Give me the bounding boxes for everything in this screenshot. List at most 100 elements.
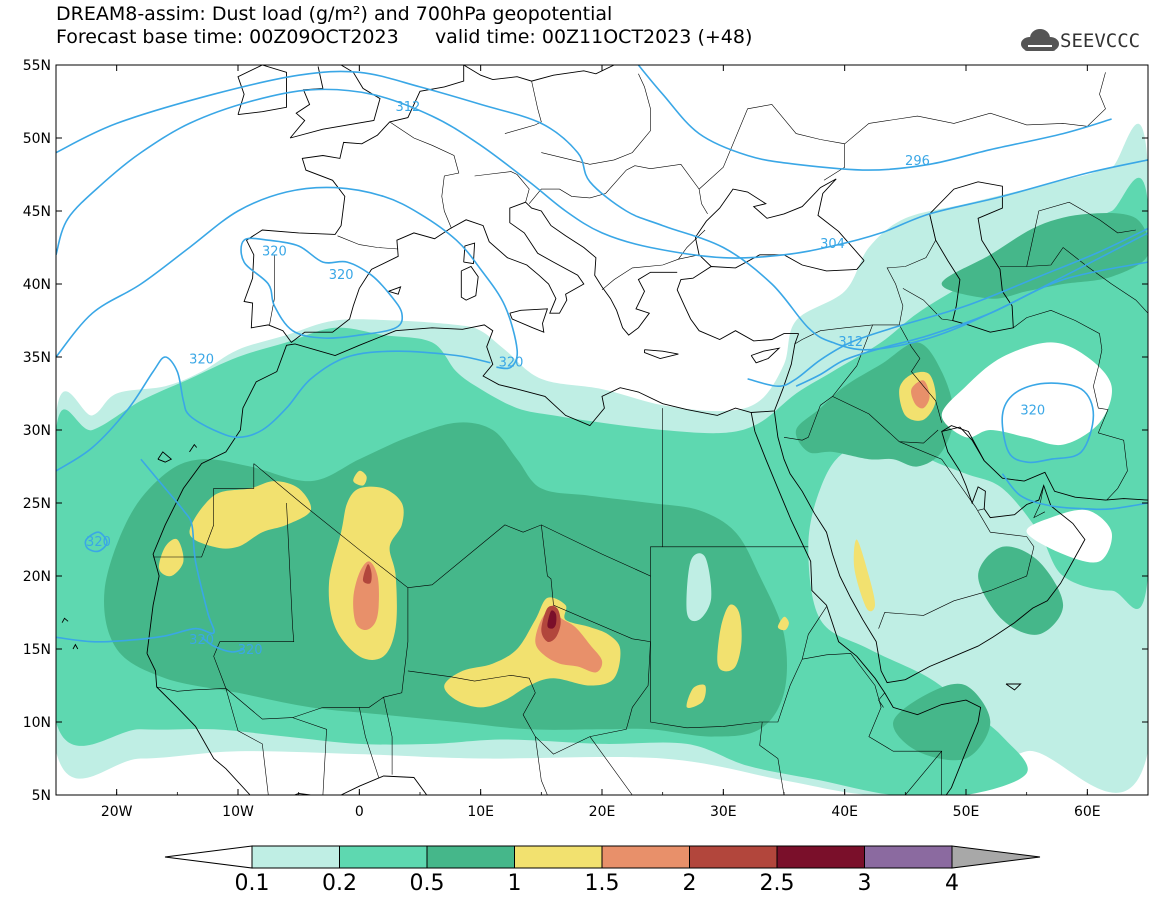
border-segment	[601, 254, 700, 291]
border-segment	[292, 717, 327, 795]
coastline-segment	[243, 65, 585, 344]
border-segment	[783, 324, 873, 441]
dust-free-region	[1026, 509, 1112, 563]
coastline-segment	[146, 653, 428, 795]
coastline-segment	[694, 178, 865, 267]
border-segment	[383, 697, 393, 775]
border-segment	[794, 213, 937, 345]
contour-value: 320	[189, 633, 214, 648]
dust-contour-region	[189, 481, 312, 549]
lon-tick-label: 30E	[710, 804, 737, 820]
contour-label: 312	[838, 335, 863, 350]
geopotential-contours	[56, 65, 1148, 653]
contour-value: 320	[499, 355, 524, 370]
lat-tick-label: 10N	[23, 715, 51, 731]
border-segment	[844, 72, 1106, 145]
colorbar-segment	[776, 845, 865, 869]
coastline-segment	[61, 617, 69, 623]
contour-value: 296	[905, 154, 930, 169]
dust-contour-region	[777, 616, 789, 631]
colorbar-tick-label: 1	[507, 871, 522, 896]
border-segment	[678, 229, 706, 260]
colorbar-segment	[864, 845, 953, 869]
lon-tick-label: 40E	[831, 804, 858, 820]
contour-label: 320	[86, 535, 111, 550]
lat-tick-label: 25N	[23, 496, 51, 512]
dust-2.5-area	[547, 610, 557, 629]
forecast-times: Forecast base time: 00Z09OCT2023 valid t…	[56, 27, 752, 48]
dust-free-region	[941, 342, 1112, 446]
coastline-segment	[72, 643, 79, 650]
coastline-segment	[941, 426, 985, 461]
border-segment	[899, 324, 942, 423]
geopotential-isoline	[56, 350, 491, 472]
contour-label: 320	[329, 268, 354, 283]
coastline-segment	[509, 308, 549, 333]
lat-tick-label: 30N	[23, 423, 51, 439]
lat-tick-label: 45N	[23, 204, 51, 220]
border-segment	[759, 721, 785, 795]
border-segment	[153, 463, 255, 558]
border-segment	[902, 288, 953, 321]
lat-tick-label: 20N	[23, 569, 51, 585]
border-segment	[802, 653, 942, 795]
coastline-segment	[189, 443, 198, 453]
contour-label: 312	[395, 100, 420, 115]
contour-value: 320	[238, 643, 263, 658]
coastline-segment	[289, 66, 324, 139]
coastline-segment	[525, 201, 678, 336]
dust-contour-region	[547, 610, 557, 629]
coastlines	[61, 65, 1148, 795]
border-segment	[269, 254, 275, 325]
coastline-segment	[676, 254, 865, 342]
border-segment	[156, 686, 226, 692]
border-segment	[504, 81, 542, 134]
geopotential-isoline	[56, 458, 215, 643]
contour-label: 304	[820, 237, 845, 252]
colorbar-segment	[689, 845, 778, 869]
contour-label: 296	[905, 154, 930, 169]
contour-value: 312	[838, 335, 863, 350]
contour-value: 320	[262, 244, 287, 259]
lon-tick-label: 20W	[101, 804, 133, 820]
dust-free-region	[686, 553, 712, 622]
coastline-segment	[463, 65, 615, 82]
coastline-segment	[463, 242, 476, 265]
border-segment	[784, 751, 942, 795]
coastline-segment	[388, 286, 402, 295]
dust-contour-region	[893, 683, 991, 761]
geopotential-isoline	[56, 186, 519, 370]
contour-label: 320	[262, 244, 287, 259]
map-title: DREAM8-assim: Dust load (g/m²) and 700hP…	[56, 3, 613, 25]
logo-text: SEEVCCC	[1060, 30, 1141, 52]
contour-value: 320	[329, 268, 354, 283]
contour-label: 320	[189, 633, 214, 648]
lon-tick-label: 60E	[1074, 804, 1101, 820]
dust-fields	[56, 123, 1148, 795]
lat-tick-label: 15N	[23, 642, 51, 658]
contour-value: 320	[189, 352, 214, 367]
border-segment	[337, 235, 399, 250]
dust-contour-region	[941, 212, 1148, 299]
colorbar-tick-label: 1.5	[584, 871, 620, 896]
colorbar-segment	[514, 845, 603, 869]
border-segment	[1013, 309, 1128, 501]
border-segment	[253, 408, 663, 589]
dust-contour-region	[911, 380, 930, 409]
lon-tick-label: 10E	[467, 804, 494, 820]
geopotential-isoline	[637, 65, 1112, 171]
lat-tick-label: 50N	[23, 131, 51, 147]
dust-contour-region	[853, 539, 876, 612]
dust-contour-region	[362, 564, 372, 584]
colorbar-tick-label: 0.1	[234, 871, 270, 896]
colorbar-segment	[426, 845, 515, 869]
dust-contour-region	[353, 561, 379, 630]
colorbar	[164, 845, 1041, 869]
dust-contour-region	[353, 470, 367, 486]
border-segment	[225, 688, 269, 795]
border-segment	[1033, 485, 1046, 519]
geopotential-isoline	[1001, 382, 1095, 464]
dust-contour-region	[158, 538, 184, 577]
border-segment	[978, 508, 985, 511]
